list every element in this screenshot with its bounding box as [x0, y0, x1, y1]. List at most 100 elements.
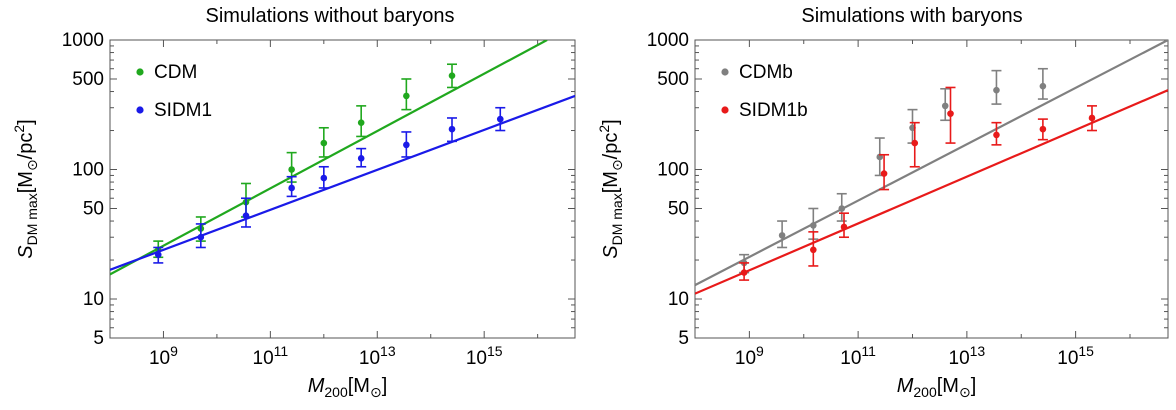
- x-axis-label: M200[M⊙]: [308, 375, 388, 400]
- y-label-close: ]: [15, 119, 37, 125]
- y-label-sub: DM max: [24, 193, 40, 245]
- series-CDMb: [695, 40, 1168, 287]
- data-point: [740, 269, 748, 276]
- data-point: [840, 223, 848, 231]
- data-point: [320, 139, 328, 147]
- data-point: [941, 102, 949, 110]
- x-tick-base: 10: [466, 348, 487, 369]
- x-tick-exponent: 15: [1078, 343, 1094, 359]
- x-tick-exponent: 11: [274, 343, 289, 359]
- y-label-sup: 2: [11, 125, 27, 133]
- data-point: [403, 92, 410, 100]
- x-tick-base: 10: [840, 348, 861, 369]
- y-label-sup: 2: [596, 125, 612, 133]
- x-tick-exponent: 11: [861, 343, 876, 359]
- y-tick-label: 1000: [647, 30, 689, 51]
- x-tick-base: 10: [359, 348, 380, 369]
- chart-title: Simulations with baryons: [801, 5, 1022, 27]
- x-tick-label: 1011: [840, 343, 876, 369]
- y-label-rest: [M: [600, 171, 622, 193]
- x-tick-base: 10: [253, 348, 274, 369]
- legend-label: CDM: [154, 62, 197, 83]
- data-point: [993, 131, 1000, 139]
- plot-frame: [694, 39, 1169, 339]
- y-tick-label: 50: [83, 198, 104, 219]
- x-label-rest: [M: [937, 375, 959, 397]
- x-tick-exponent: 15: [487, 343, 503, 359]
- y-label-close: ]: [600, 119, 622, 125]
- data-point: [496, 115, 504, 123]
- y-tick-label: 50: [668, 198, 689, 219]
- legend-marker: [721, 106, 729, 114]
- data-point: [911, 139, 919, 147]
- x-tick-base: 10: [949, 348, 970, 369]
- x-tick-label: 1013: [359, 343, 396, 369]
- y-tick-label: 500: [72, 69, 104, 90]
- x-tick-label: 1013: [949, 343, 986, 369]
- x-tick-base: 10: [1057, 348, 1078, 369]
- y-label-main: S: [15, 245, 37, 259]
- y-label-end: /pc: [600, 133, 622, 160]
- x-tick-label: 109: [735, 343, 764, 369]
- x-label-sun: ⊙: [959, 384, 971, 400]
- x-label-end: ]: [971, 375, 977, 397]
- y-label-sub: DM max: [609, 193, 625, 245]
- y-tick-label: 100: [657, 160, 689, 181]
- y-tick-label: 100: [72, 160, 104, 181]
- x-tick-label: 1015: [1057, 343, 1094, 369]
- x-tick-base: 10: [149, 348, 170, 369]
- plot-frame: [109, 39, 576, 339]
- data-point: [947, 110, 954, 117]
- legend-marker: [136, 68, 144, 76]
- y-tick-label: 5: [93, 328, 104, 349]
- data-point: [154, 251, 162, 258]
- data-point: [810, 222, 817, 229]
- y-label-end: /pc: [15, 133, 37, 160]
- data-point: [288, 166, 295, 173]
- x-tick-exponent: 13: [970, 343, 986, 359]
- y-tick-label: 500: [657, 69, 689, 90]
- legend-marker: [721, 68, 729, 76]
- series-SIDM1b: [695, 86, 1168, 295]
- data-point: [778, 232, 786, 239]
- x-tick-label: 1011: [253, 343, 289, 369]
- data-point: [357, 119, 365, 126]
- x-tick-label: 1015: [466, 343, 503, 369]
- y-label-main: S: [600, 245, 622, 259]
- x-label-main: M: [897, 375, 914, 397]
- x-tick-base: 10: [735, 348, 756, 369]
- x-label-sun: ⊙: [370, 384, 382, 400]
- y-label-rest: [M: [15, 171, 37, 193]
- y-tick-label: 10: [83, 289, 104, 310]
- fit-line: [110, 94, 575, 271]
- ticks: [109, 39, 575, 339]
- data-point: [810, 246, 817, 254]
- x-label-sub: 200: [324, 384, 348, 400]
- y-label-sun: ⊙: [24, 159, 40, 171]
- data-point: [288, 184, 295, 192]
- fit-line: [695, 89, 1168, 295]
- data-point: [448, 125, 456, 133]
- y-tick-label: 10: [668, 289, 689, 310]
- y-tick-label: 5: [678, 328, 689, 349]
- data-point: [320, 174, 328, 182]
- data-point: [838, 205, 846, 212]
- x-label-main: M: [308, 375, 325, 397]
- data-point: [993, 86, 1000, 94]
- x-tick-exponent: 9: [170, 343, 178, 359]
- data-point: [197, 233, 205, 241]
- y-axis-label: SDM max[M⊙/pc2]: [11, 119, 40, 258]
- y-axis-label: SDM max[M⊙/pc2]: [596, 119, 625, 258]
- x-label-rest: [M: [348, 375, 370, 397]
- x-tick-exponent: 9: [756, 343, 764, 359]
- data-point: [357, 155, 365, 162]
- x-tick-exponent: 13: [380, 343, 396, 359]
- data-point: [403, 141, 410, 149]
- data-point: [1039, 82, 1047, 90]
- legend-marker: [136, 106, 144, 114]
- y-label-sun: ⊙: [609, 159, 625, 171]
- legend-label: CDMb: [739, 62, 793, 83]
